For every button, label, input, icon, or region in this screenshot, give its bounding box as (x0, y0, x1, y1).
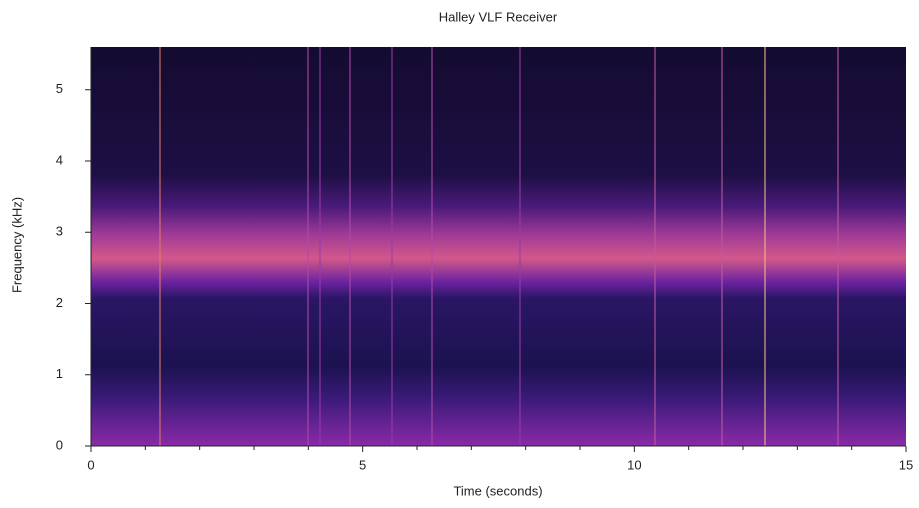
y-tick-label: 5 (56, 81, 63, 96)
chart-title: Halley VLF Receiver (439, 9, 558, 24)
x-tick-label: 15 (899, 457, 913, 472)
y-tick-label: 1 (56, 366, 63, 381)
y-tick-label: 0 (56, 437, 63, 452)
x-tick-label: 0 (87, 457, 94, 472)
x-tick-label: 10 (627, 457, 641, 472)
x-axis-label: Time (seconds) (453, 483, 542, 498)
spectrogram-image (91, 47, 906, 446)
y-tick-label: 3 (56, 224, 63, 239)
spectrogram-streaks (159, 47, 839, 446)
x-tick-label: 5 (359, 457, 366, 472)
y-tick-label: 4 (56, 152, 63, 167)
y-tick-label: 2 (56, 295, 63, 310)
y-axis-label: Frequency (kHz) (9, 197, 24, 293)
